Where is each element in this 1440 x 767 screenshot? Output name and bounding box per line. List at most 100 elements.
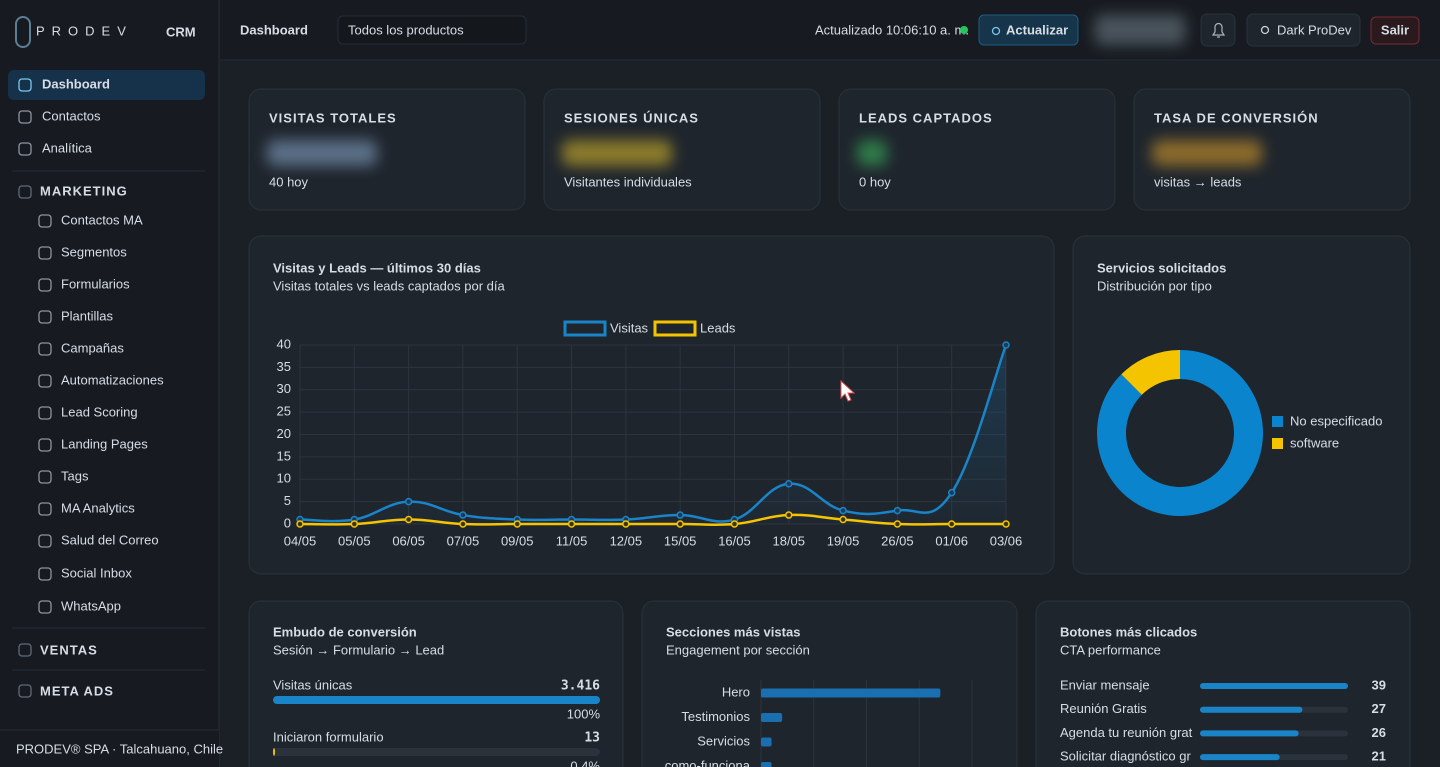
- section-title[interactable]: VENTAS: [40, 642, 98, 657]
- nav-item[interactable]: Salud del Correo: [61, 532, 159, 547]
- x-tick-label: 09/05: [501, 533, 534, 548]
- point: [404, 497, 413, 506]
- section-title[interactable]: META ADS: [40, 683, 114, 698]
- funnel-value: 13: [584, 731, 600, 746]
- donut-slice: [1097, 350, 1263, 516]
- logout-button[interactable]: [1370, 16, 1420, 45]
- card-title: Visitas y Leads — últimos 30 días: [273, 260, 481, 275]
- y-tick-label: 15: [277, 448, 291, 463]
- nav-icon: [18, 110, 32, 124]
- rank-label: Reunión Gratis: [1060, 701, 1147, 716]
- nav-item[interactable]: Landing Pages: [61, 436, 148, 451]
- card-title: Botones más clicados: [1060, 624, 1197, 639]
- brand-tag: CRM: [166, 24, 196, 39]
- rank-value: 21: [1372, 749, 1386, 764]
- x-tick-label: 12/05: [610, 533, 643, 548]
- point: [839, 506, 847, 515]
- funnel-label: Iniciaron formulario: [273, 729, 384, 744]
- card-subtitle: Visitas totales vs leads captados por dí…: [273, 278, 505, 293]
- x-tick-label: 26/05: [881, 533, 914, 548]
- nav-icon: [18, 185, 32, 199]
- x-tick-label: 11/05: [556, 533, 588, 548]
- nav-item[interactable]: Formularios: [61, 276, 130, 291]
- nav-item[interactable]: Contactos MA: [61, 212, 143, 227]
- legend-swatch: [1272, 438, 1283, 449]
- nav-item[interactable]: MA Analytics: [61, 500, 135, 515]
- kpi-label: SESIONES ÚNICAS: [564, 110, 699, 125]
- x-tick-label: 05/05: [338, 533, 371, 548]
- page-title: Dashboard: [240, 22, 308, 37]
- section-title: MARKETING: [40, 183, 128, 198]
- x-tick-label: 16/05: [718, 533, 751, 548]
- x-tick-label: 06/05: [392, 533, 425, 548]
- kpi-value-blurred: [267, 140, 377, 166]
- funnel-pct: 100%: [567, 706, 601, 721]
- point: [785, 479, 793, 488]
- theme-button[interactable]: [1246, 13, 1361, 47]
- nav-item[interactable]: Contactos: [42, 108, 101, 123]
- footer: PRODEV® SPA · Talcahuano, Chile: [16, 741, 223, 756]
- point: [459, 520, 467, 528]
- point: [947, 488, 956, 497]
- legend-label: Leads: [700, 320, 736, 335]
- rank-value: 26: [1372, 725, 1386, 740]
- nav-icon: [38, 342, 52, 356]
- nav-item[interactable]: Lead Scoring: [61, 404, 138, 419]
- nav-item[interactable]: Analítica: [42, 140, 93, 155]
- user-blurred: [1095, 15, 1185, 45]
- product-select[interactable]: [337, 15, 527, 45]
- nav-icon: [38, 502, 52, 516]
- nav-item[interactable]: WhatsApp: [61, 598, 121, 613]
- point: [404, 515, 413, 524]
- point: [567, 520, 576, 528]
- brand: PRODEV: [36, 23, 133, 38]
- nav-item[interactable]: Campañas: [61, 340, 124, 355]
- sidebar-footer-bg: [0, 730, 219, 767]
- nav-item[interactable]: Segmentos: [61, 244, 127, 259]
- x-tick-label: 18/05: [772, 533, 805, 548]
- card-title: Secciones más vistas: [666, 624, 800, 639]
- card-subtitle: CTA performance: [1060, 642, 1161, 657]
- y-tick-label: como-funciona: [665, 758, 751, 767]
- refresh-icon: [991, 26, 1001, 36]
- x-tick-label: 04/05: [284, 533, 317, 548]
- rank-bar: [1200, 730, 1299, 737]
- card: [1133, 88, 1411, 211]
- funnel-track: [273, 748, 600, 756]
- nav-active: [8, 70, 205, 100]
- nav-item[interactable]: Automatizaciones: [61, 372, 164, 387]
- rank-label: Enviar mensaje: [1060, 677, 1150, 692]
- y-tick-label: 0: [284, 515, 291, 530]
- funnel-label: Visitas únicas: [273, 677, 353, 692]
- y-tick-label: 30: [277, 381, 291, 396]
- nav-item[interactable]: Dashboard: [42, 76, 110, 91]
- kpi-sub: visitas → leads: [1154, 174, 1242, 189]
- card: [248, 235, 1055, 575]
- donut-slice: [1121, 350, 1180, 395]
- nav-icon: [38, 534, 52, 548]
- point: [296, 520, 304, 528]
- legend-label: software: [1290, 435, 1339, 450]
- point: [459, 511, 467, 519]
- status-dot: [960, 26, 968, 34]
- card-subtitle: Sesión → Formulario → Lead: [273, 642, 444, 657]
- logo-mark: [15, 16, 31, 48]
- kpi-value-blurred: [857, 140, 887, 166]
- point: [785, 511, 793, 519]
- legend-swatch: [1272, 416, 1283, 427]
- x-tick-label: 15/05: [664, 533, 697, 548]
- nav-item[interactable]: Tags: [61, 468, 89, 483]
- rank-bar: [1200, 683, 1348, 689]
- refresh-button[interactable]: [978, 14, 1079, 46]
- product-select-label: Todos los productos: [348, 22, 464, 37]
- x-tick-label: 19/05: [827, 533, 860, 548]
- rank-bar: [1200, 706, 1303, 713]
- bell-button[interactable]: [1200, 13, 1236, 47]
- funnel-bar: [273, 748, 275, 756]
- kpi-label: TASA DE CONVERSIÓN: [1154, 110, 1319, 125]
- point: [1002, 341, 1010, 349]
- nav-item[interactable]: Plantillas: [61, 308, 114, 323]
- nav-item[interactable]: Social Inbox: [61, 565, 132, 580]
